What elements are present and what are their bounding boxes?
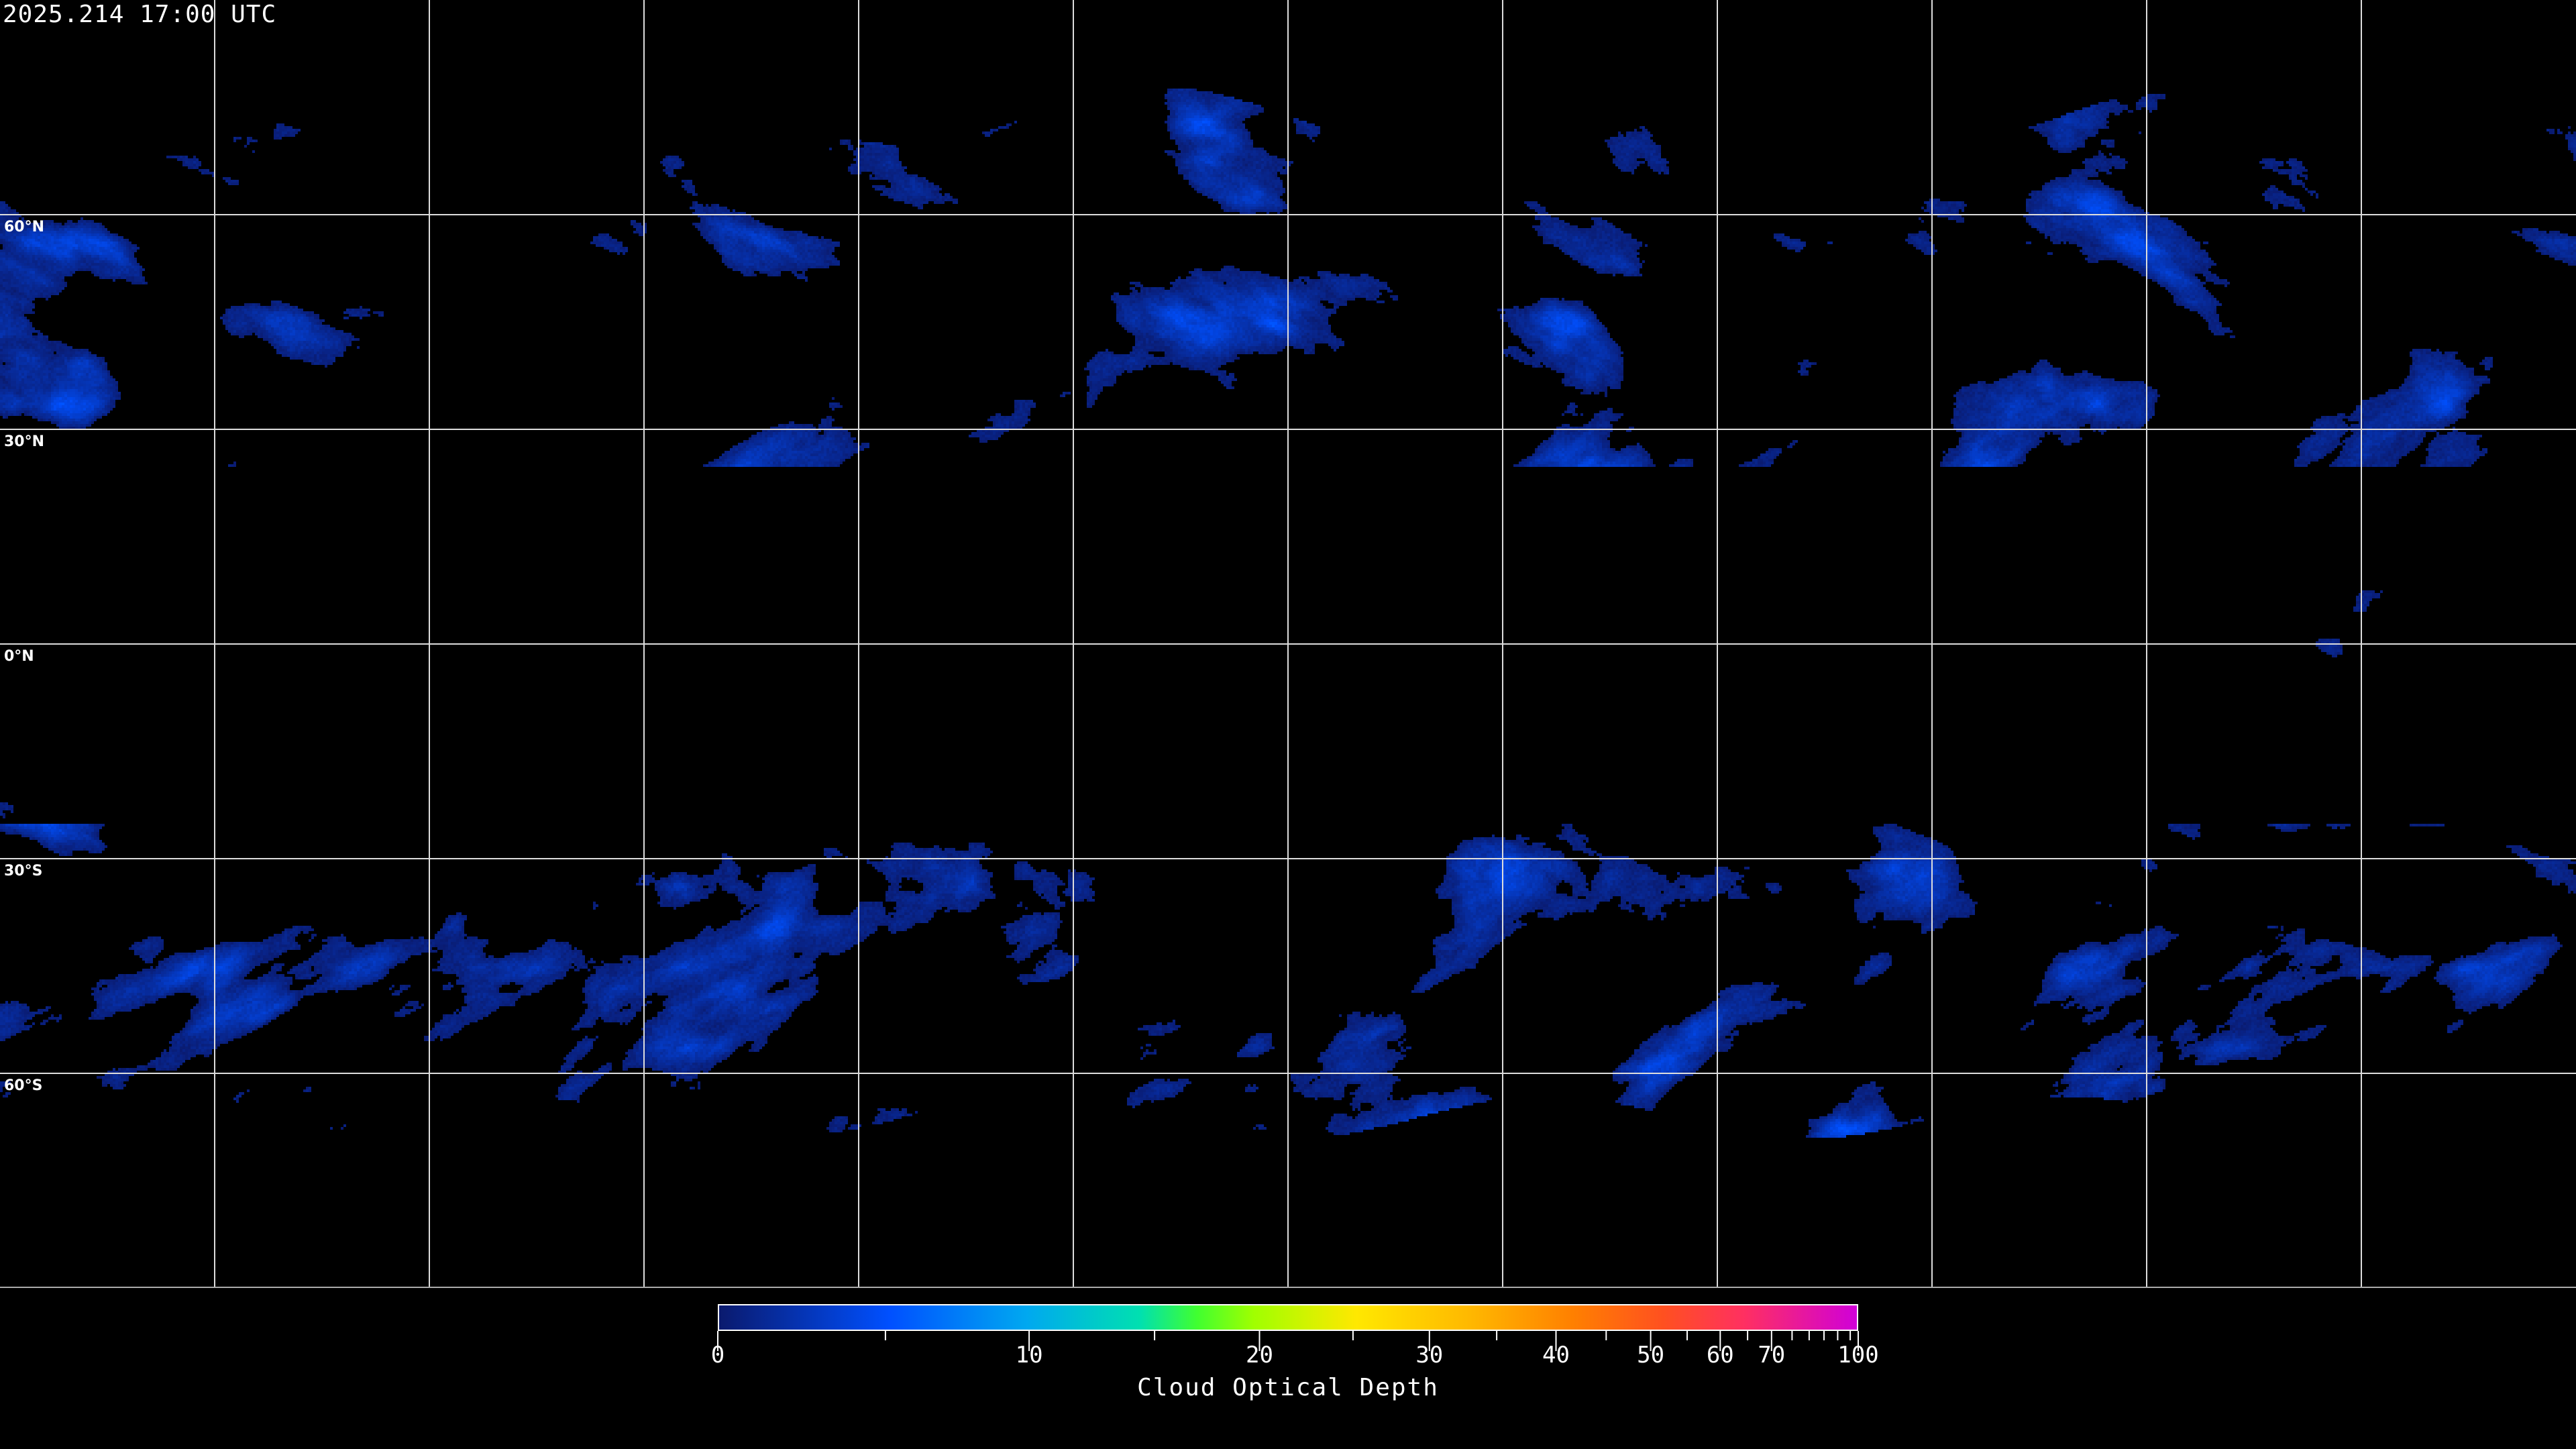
colorbar-tick-label: 30 [1415, 1342, 1444, 1368]
colorbar-tick-label: 0 [710, 1342, 725, 1368]
colorbar-tick-label: 100 [1837, 1342, 1879, 1368]
colorbar-tick-label: 70 [1758, 1342, 1786, 1368]
lat-label-30n: 30°N [4, 433, 45, 450]
cloud-optical-depth-map: 2025.214 17:00 UTC 60°N 30°N 0°N 30°S 60… [0, 0, 2576, 1288]
lat-label-60s: 60°S [4, 1077, 43, 1094]
colorbar-title: Cloud Optical Depth [1137, 1374, 1439, 1401]
colorbar-tick-label: 60 [1706, 1342, 1734, 1368]
lat-label-60n: 60°N [4, 219, 45, 235]
lat-label-30s: 30°S [4, 863, 43, 879]
colorbar-ticks [717, 1331, 1859, 1351]
lat-label-0n: 0°N [4, 648, 34, 665]
colorbar-tick-label: 20 [1246, 1342, 1273, 1368]
colorbar [718, 1304, 1858, 1331]
colorbar-tick-label: 50 [1637, 1342, 1665, 1368]
graticule [0, 0, 2576, 1288]
timestamp-title: 2025.214 17:00 UTC [3, 1, 277, 28]
colorbar-tick-label: 10 [1015, 1342, 1043, 1368]
colorbar-tick-label: 40 [1542, 1342, 1570, 1368]
